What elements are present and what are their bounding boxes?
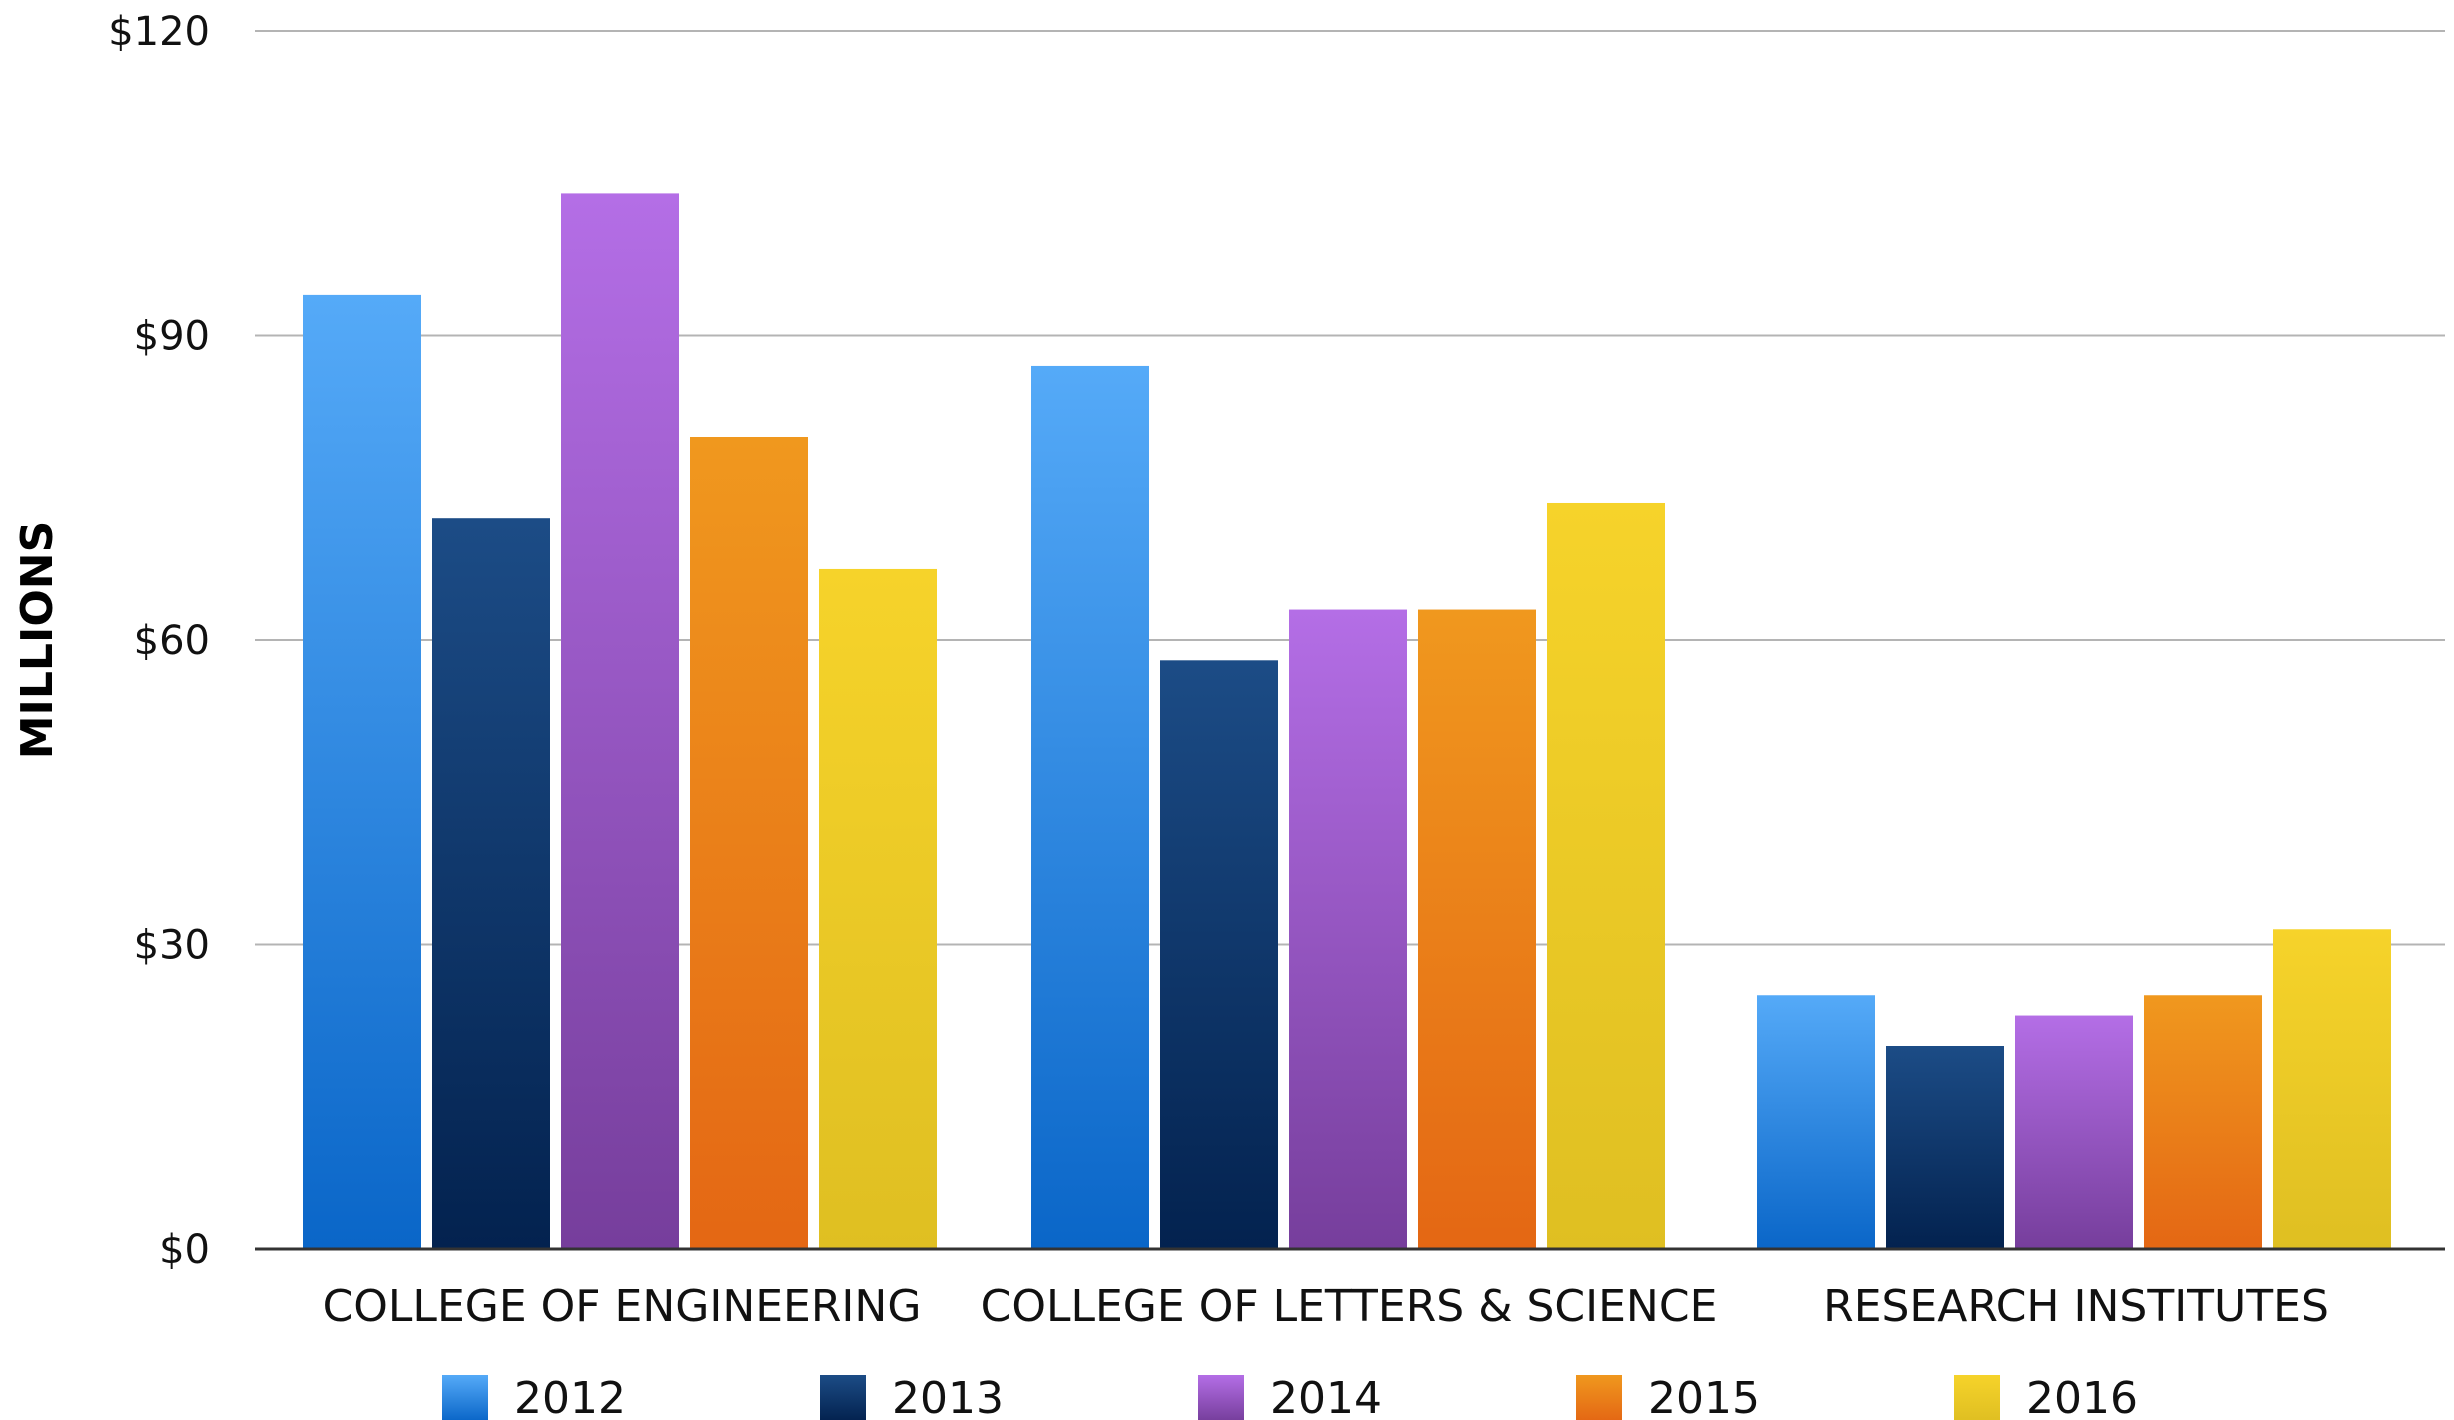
legend-swatch-2015	[1576, 1375, 1622, 1420]
bars	[303, 193, 2391, 1250]
category-labels: COLLEGE OF ENGINEERING COLLEGE OF LETTERS…	[323, 1281, 2329, 1332]
legend-label-2015: 2015	[1648, 1373, 1760, 1420]
legend-swatch-2016	[1954, 1375, 2000, 1420]
y-tick-label: $60	[134, 618, 210, 664]
category-label: RESEARCH INSTITUTES	[1823, 1281, 2329, 1332]
y-axis-ticks: $0 $30 $60 $90 $120	[108, 9, 210, 1273]
bar-2016-3	[2273, 929, 2391, 1249]
legend-label-2013: 2013	[892, 1373, 1004, 1420]
bar-2014-3	[2015, 1015, 2133, 1249]
legend-label-2016: 2016	[2026, 1373, 2138, 1420]
legend: 2012 2013 2014 2015 2016	[442, 1373, 2138, 1420]
bar-2014-2	[1289, 609, 1407, 1249]
bar-2016-2	[1547, 502, 1665, 1250]
bar-2012-2	[1031, 365, 1149, 1249]
bar-2012-3	[1757, 995, 1875, 1249]
legend-label-2014: 2014	[1270, 1373, 1382, 1420]
y-axis-title: MILLIONS	[12, 521, 63, 760]
bar-2014-1	[561, 193, 679, 1249]
y-tick-label: $120	[108, 9, 210, 55]
bar-2013-1	[432, 518, 550, 1249]
bar-2015-1	[690, 437, 808, 1249]
bar-2015-2	[1418, 609, 1536, 1249]
bar-2015-3	[2144, 995, 2262, 1249]
category-label: COLLEGE OF LETTERS & SCIENCE	[981, 1281, 1718, 1332]
y-tick-label: $90	[134, 314, 210, 360]
legend-swatch-2014	[1198, 1375, 1244, 1420]
legend-label-2012: 2012	[514, 1373, 626, 1420]
bar-2016-1	[819, 568, 937, 1249]
bar-2012-1	[303, 294, 421, 1249]
legend-swatch-2013	[820, 1375, 866, 1420]
category-label: COLLEGE OF ENGINEERING	[323, 1281, 922, 1332]
bar-2013-2	[1160, 660, 1278, 1249]
y-tick-label: $30	[134, 923, 210, 969]
y-tick-label: $0	[159, 1227, 210, 1273]
legend-swatch-2012	[442, 1375, 488, 1420]
bar-2013-3	[1886, 1046, 2004, 1249]
